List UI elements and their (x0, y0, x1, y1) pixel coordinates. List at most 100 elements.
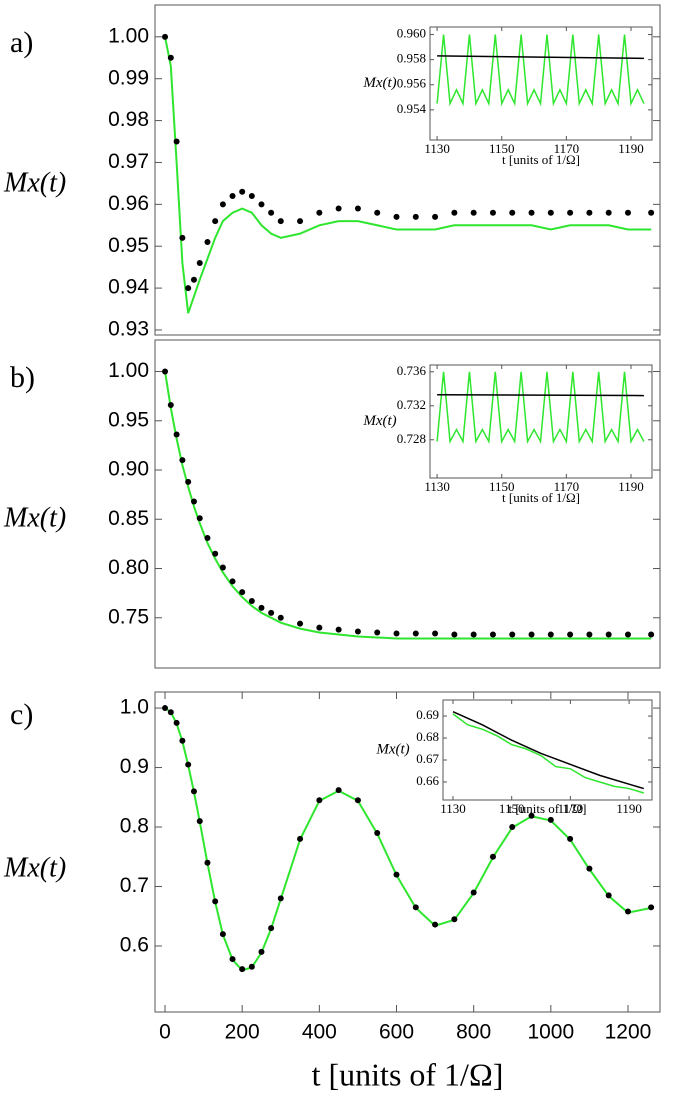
data-point (258, 948, 265, 955)
data-point (528, 631, 535, 638)
data-point (212, 898, 219, 905)
data-point (248, 598, 255, 605)
data-point (204, 239, 211, 246)
data-point (316, 624, 323, 631)
y-tick-label: 0.8 (120, 815, 149, 838)
x-tick-label: 1130 (440, 801, 466, 816)
y-tick-label: 0.94 (108, 276, 149, 299)
data-point (316, 797, 323, 804)
data-point (393, 871, 400, 878)
panel-label: b) (10, 361, 35, 394)
data-point (335, 626, 342, 633)
data-point (268, 609, 275, 616)
data-point (624, 209, 631, 216)
data-point (432, 921, 439, 928)
data-point (239, 589, 246, 596)
x-tick-label: 1170 (558, 801, 584, 816)
data-point (212, 218, 219, 225)
y-tick-label: 0.732 (397, 397, 426, 412)
y-tick-label: 0.68 (416, 729, 439, 744)
data-line (164, 36, 652, 314)
x-tick-label: 1190 (618, 141, 644, 156)
data-point (248, 192, 255, 199)
data-point (605, 209, 612, 216)
data-point (297, 218, 304, 225)
y-tick-label: 0.96 (108, 192, 149, 215)
x-tick-label: 200 (225, 1021, 260, 1044)
data-point (432, 630, 439, 637)
data-point (190, 276, 197, 283)
data-point (451, 916, 458, 923)
data-point (297, 835, 304, 842)
y-tick-label: 0.736 (397, 363, 427, 378)
y-tick-label: 0.90 (108, 458, 149, 481)
data-point (586, 865, 593, 872)
data-point (374, 829, 381, 836)
data-point (586, 631, 593, 638)
data-point (196, 515, 203, 522)
y-tick-label: 0.97 (108, 150, 149, 173)
x-tick-label: 1200 (605, 1021, 652, 1044)
y-tick-label: 1.00 (108, 24, 149, 47)
y-tick-label: 0.98 (108, 108, 149, 131)
data-point (354, 205, 361, 212)
data-point (489, 209, 496, 216)
x-tick-label: 1150 (489, 479, 515, 494)
data-point (268, 925, 275, 932)
y-tick-label: 0.95 (108, 234, 149, 257)
data-point (219, 564, 226, 571)
data-point (489, 853, 496, 860)
y-tick-label: 0.75 (108, 605, 149, 628)
data-point (354, 797, 361, 804)
y-axis-label: Mx(t) (375, 741, 409, 757)
data-point (173, 138, 180, 145)
data-point (567, 631, 574, 638)
data-point (204, 534, 211, 541)
data-point (258, 201, 265, 208)
x-tick-label: 400 (302, 1021, 337, 1044)
data-point (185, 478, 192, 485)
data-point (229, 578, 236, 585)
data-point (212, 550, 219, 557)
x-tick-label: 1150 (489, 141, 515, 156)
data-point (277, 895, 284, 902)
y-tick-label: 1.00 (108, 359, 149, 382)
data-point (412, 213, 419, 220)
data-point (648, 631, 655, 638)
data-point (509, 209, 516, 216)
y-tick-label: 0.9 (120, 755, 149, 778)
y-tick-label: 0.69 (416, 707, 439, 722)
data-point (179, 737, 186, 744)
panel-label: c) (10, 698, 33, 731)
y-axis-label: Mx(t) (362, 413, 396, 429)
x-tick-label: 1170 (554, 141, 580, 156)
data-point (605, 631, 612, 638)
y-tick-label: 1.0 (120, 696, 149, 719)
y-tick-label: 0.6 (120, 934, 149, 957)
y-tick-label: 0.956 (397, 76, 427, 91)
data-point (258, 604, 265, 611)
data-line (437, 393, 644, 397)
data-point (162, 368, 169, 375)
data-point (509, 824, 516, 831)
y-tick-label: 0.67 (416, 751, 439, 766)
data-point (190, 788, 197, 795)
data-point (393, 630, 400, 637)
data-point (297, 620, 304, 627)
data-point (509, 631, 516, 638)
panel-label: a) (10, 26, 33, 59)
y-axis-label: Mx(t) (3, 167, 66, 198)
data-point (239, 966, 246, 973)
data-point (173, 431, 180, 438)
data-point (196, 818, 203, 825)
data-point (229, 956, 236, 963)
y-tick-label: 0.95 (108, 408, 149, 431)
data-point (624, 908, 631, 915)
data-line (452, 713, 644, 794)
data-point (277, 614, 284, 621)
data-point (335, 787, 342, 794)
x-tick-label: 0 (159, 1021, 171, 1044)
data-point (179, 457, 186, 464)
plot-frame (429, 26, 653, 141)
data-point (179, 234, 186, 241)
